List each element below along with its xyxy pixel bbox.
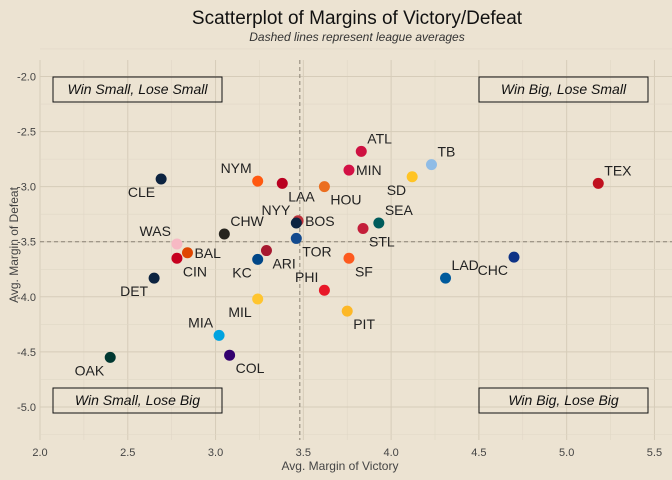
point-stl: [357, 223, 369, 235]
point-cin: [171, 252, 183, 264]
y-tick-label: -2.0: [17, 72, 36, 84]
point-min: [343, 164, 355, 176]
quadrant-box: [478, 387, 649, 414]
quadrant-text: Win Big, Lose Small: [501, 81, 627, 97]
x-axis-label: Avg. Margin of Victory: [282, 459, 399, 473]
y-tick-label: -4.0: [17, 292, 36, 304]
label-det: DET: [120, 283, 148, 299]
label-lad: LAD: [452, 257, 479, 273]
point-tex: [592, 177, 604, 189]
quadrant-text: Win Small, Lose Small: [68, 81, 209, 97]
quadrant-text: Win Small, Lose Big: [75, 392, 200, 408]
label-oak: OAK: [75, 362, 105, 378]
label-bos: BOS: [305, 213, 335, 229]
point-tb: [425, 159, 437, 171]
point-mia: [213, 329, 225, 341]
y-tick-label: -3.5: [17, 237, 36, 249]
point-atl: [355, 145, 367, 157]
quadrant-text: Win Big, Lose Big: [508, 392, 619, 408]
label-ari: ARI: [272, 256, 295, 272]
x-tick-label: 5.0: [559, 447, 574, 459]
x-tick-label: 3.0: [208, 447, 223, 459]
y-tick-label: -2.5: [17, 127, 36, 139]
x-tick-label: 4.0: [383, 447, 398, 459]
point-col: [224, 349, 236, 361]
average-lines: [40, 60, 672, 440]
point-nyy: [290, 217, 302, 229]
label-min: MIN: [356, 162, 382, 178]
point-labels: TEX TB SD ATL MIN HOU NYM LAA CLE SEA STL BOS NYYCHW…: [75, 130, 633, 378]
point-nym: [252, 175, 264, 187]
label-hou: HOU: [330, 192, 361, 208]
x-tick-label: 2.5: [120, 447, 135, 459]
point-det: [148, 272, 160, 284]
point-bal: [181, 247, 193, 259]
quadrant-box: [52, 387, 223, 414]
quadrant-label-top-left: Win Small, Lose Small: [52, 76, 223, 103]
point-sf: [343, 252, 355, 264]
point-tor: [290, 232, 302, 244]
chart-subtitle: Dashed lines represent league averages: [249, 30, 464, 44]
point-cle: [155, 173, 167, 185]
label-bal: BAL: [194, 245, 221, 261]
point-pit: [341, 305, 353, 317]
y-axis-label: Avg. Margin of Defeat: [7, 186, 21, 303]
quadrant-box: [478, 76, 649, 103]
label-chw: CHW: [230, 213, 264, 229]
chart-title: Scatterplot of Margins of Victory/Defeat: [192, 8, 523, 29]
label-tex: TEX: [604, 162, 632, 178]
point-chw: [218, 228, 230, 240]
point-lad: [440, 272, 452, 284]
point-mil: [252, 293, 264, 305]
quadrant-box: [52, 76, 223, 103]
label-mia: MIA: [188, 314, 214, 330]
point-ari: [260, 245, 272, 257]
point-laa: [276, 177, 288, 189]
x-tick-label: 4.5: [471, 447, 486, 459]
label-nym: NYM: [221, 160, 252, 176]
label-mil: MIL: [228, 304, 252, 320]
label-stl: STL: [369, 234, 395, 250]
axis-ticks: 2.0 2.5 3.0 3.5 4.0 4.5 5.0 5.5 -2.0 -2.5 -3.0 -3.5…: [17, 72, 662, 459]
point-oak: [104, 351, 116, 363]
quadrant-label-bottom-right: Win Big, Lose Big: [478, 387, 649, 414]
x-tick-label: 2.0: [32, 447, 47, 459]
label-nyy: NYY: [262, 202, 291, 218]
point-hou: [318, 181, 330, 193]
label-sf: SF: [355, 263, 373, 279]
point-sea: [373, 217, 385, 229]
quadrant-label-bottom-left: Win Small, Lose Big: [52, 387, 223, 414]
y-tick-label: -5.0: [17, 402, 36, 414]
label-atl: ATL: [367, 130, 392, 146]
label-cle: CLE: [128, 184, 155, 200]
label-tb: TB: [437, 144, 455, 160]
label-tor: TOR: [302, 243, 331, 259]
label-col: COL: [236, 360, 265, 376]
label-laa: LAA: [288, 188, 315, 204]
label-pit: PIT: [353, 316, 375, 332]
label-sea: SEA: [385, 202, 414, 218]
label-was: WAS: [140, 223, 171, 239]
label-kc: KC: [232, 264, 251, 280]
y-tick-label: -3.0: [17, 182, 36, 194]
y-tick-label: -4.5: [17, 347, 36, 359]
label-sd: SD: [387, 182, 406, 198]
grid: [39, 48, 672, 440]
point-sd: [406, 171, 418, 183]
quadrant-labels: Win Small, Lose Small Win Big, Lose Small…: [52, 76, 649, 414]
label-phi: PHI: [295, 269, 318, 285]
quadrant-label-top-right: Win Big, Lose Small: [478, 76, 649, 103]
point-phi: [318, 284, 330, 296]
point-kc: [252, 253, 264, 265]
label-chc: CHC: [478, 262, 508, 278]
x-tick-label: 5.5: [647, 447, 662, 459]
point-was: [171, 238, 183, 250]
point-chc: [508, 251, 520, 263]
x-tick-label: 3.5: [296, 447, 311, 459]
label-cin: CIN: [183, 263, 207, 279]
data-points: [104, 145, 604, 363]
